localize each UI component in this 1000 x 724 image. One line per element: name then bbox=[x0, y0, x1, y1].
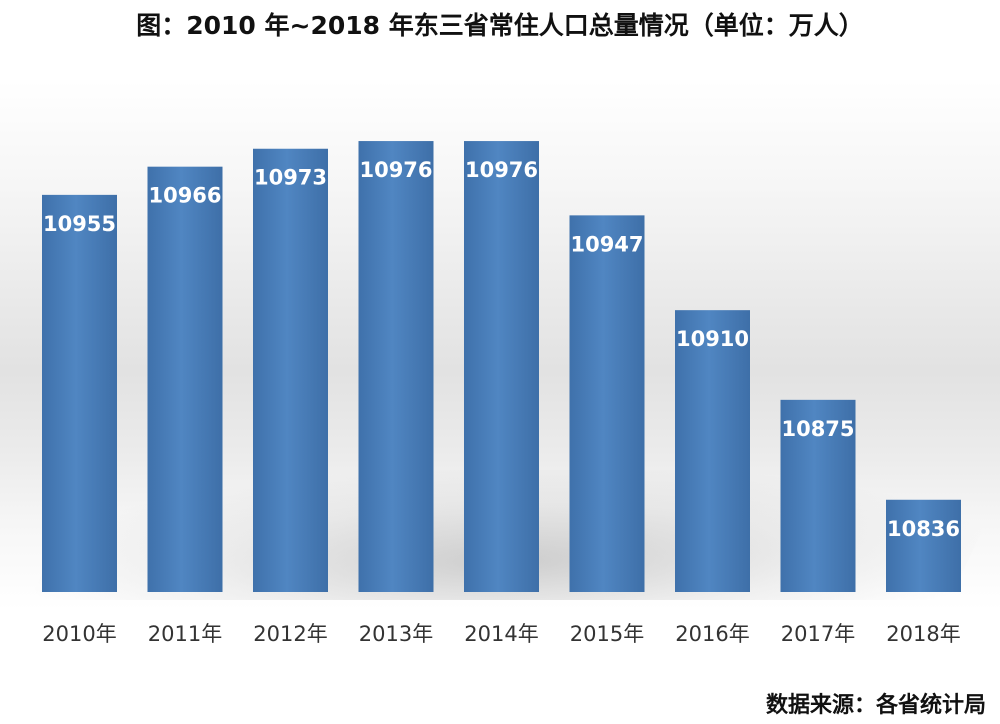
bar-2017年 bbox=[780, 399, 856, 592]
value-label: 10976 bbox=[465, 158, 538, 182]
x-tick-label: 2012年 bbox=[253, 622, 327, 646]
x-tick-label: 2017年 bbox=[781, 622, 855, 646]
value-label: 10875 bbox=[781, 417, 854, 441]
bar-2018年 bbox=[886, 499, 961, 592]
value-label: 10973 bbox=[254, 166, 327, 190]
x-tick-label: 2014年 bbox=[464, 622, 538, 646]
value-label: 10910 bbox=[676, 327, 749, 351]
value-labels-group: 10955 10966 10973 10976 10976 10947 10910 10875… bbox=[43, 158, 960, 541]
x-tick-label: 2013年 bbox=[359, 622, 433, 646]
source-note: 数据来源：各省统计局 bbox=[765, 693, 986, 718]
x-tick-label: 2018年 bbox=[886, 622, 960, 646]
bar-2014年 bbox=[464, 141, 539, 593]
bar-2011年 bbox=[147, 166, 223, 592]
x-tick-label: 2010年 bbox=[42, 622, 116, 646]
x-tick-label: 2011年 bbox=[148, 622, 222, 646]
bar-2013年 bbox=[358, 141, 434, 593]
value-label: 10976 bbox=[359, 158, 432, 182]
value-label: 10966 bbox=[148, 184, 221, 208]
bar-2012年 bbox=[253, 148, 328, 592]
value-label: 10836 bbox=[887, 517, 960, 541]
x-tick-label: 2015年 bbox=[570, 622, 644, 646]
bars-group bbox=[42, 141, 961, 593]
value-label: 10947 bbox=[570, 232, 643, 256]
bar-2015年 bbox=[569, 215, 645, 592]
bar-2010年 bbox=[42, 194, 117, 592]
value-label: 10955 bbox=[43, 212, 116, 236]
x-tick-label: 2016年 bbox=[675, 622, 749, 646]
bar-2016年 bbox=[675, 310, 750, 592]
x-tick-labels-group: 2010年 2011年 2012年 2013年 2014年 2015年 2016年 2017年… bbox=[42, 622, 960, 646]
chart-title: 图：2010 年~2018 年东三省常住人口总量情况（单位：万人） bbox=[136, 11, 864, 40]
